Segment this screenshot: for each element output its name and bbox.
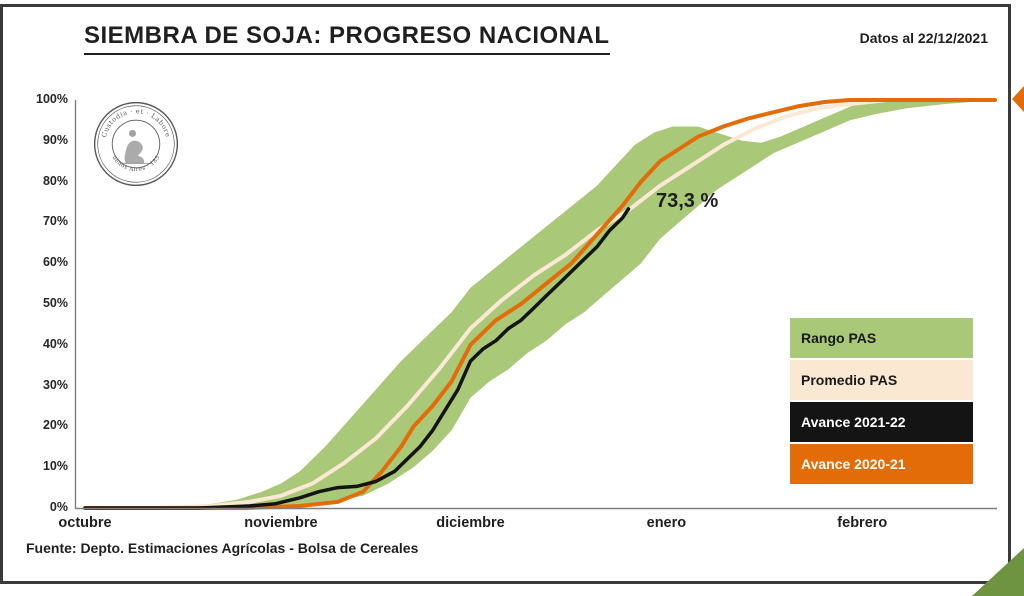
legend-label: Avance 2021-22 (801, 414, 906, 430)
x-tick-label: enero (646, 515, 687, 531)
x-tick-label: diciembre (436, 515, 505, 531)
series-line-avance-2021-22 (83, 207, 631, 510)
legend-item-rango-pas: Rango PAS (790, 318, 973, 358)
y-tick-label: 100% (36, 92, 68, 106)
legend: Rango PAS Promedio PAS Avance 2021-22 Av… (790, 318, 973, 486)
y-tick-label: 70% (42, 214, 68, 229)
edge-accent-decoration (1012, 86, 1024, 112)
y-tick-label: 60% (42, 255, 68, 270)
legend-item-avance-2020-21: Avance 2020-21 (790, 444, 973, 484)
y-tick-label: 0% (49, 500, 68, 514)
data-date-note: Datos al 22/12/2021 (859, 30, 988, 46)
legend-item-promedio-pas: Promedio PAS (790, 360, 973, 400)
y-tick-label: 50% (42, 296, 68, 310)
legend-label: Rango PAS (801, 330, 877, 346)
legend-label: Promedio PAS (801, 372, 898, 388)
y-tick-label: 30% (42, 377, 68, 392)
y-tick-label: 20% (42, 418, 68, 433)
seal-figure-head (128, 129, 136, 137)
legend-label: Avance 2020-21 (801, 456, 906, 472)
legend-item-avance-2021-22: Avance 2021-22 (790, 402, 973, 442)
source-note: Fuente: Depto. Estimaciones Agrícolas - … (26, 540, 419, 556)
seal-outer-ring (93, 101, 179, 187)
x-tick-label: febrero (837, 515, 888, 531)
current-progress-label: 73,3 % (656, 190, 719, 212)
seal-figure-body (124, 140, 145, 164)
y-tick-label: 10% (42, 459, 68, 474)
corner-triangle-decoration (972, 548, 1024, 596)
seal-mid-ring (97, 105, 175, 183)
y-tick-label: 90% (42, 132, 68, 147)
y-tick-label: 40% (42, 336, 68, 351)
seal-inner-ring (111, 119, 161, 169)
y-tick-label: 80% (42, 173, 68, 188)
x-tick-label: octubre (58, 515, 112, 531)
bolsa-de-cereales-seal: Custodia · et · Labore Buenos Aires · 18… (92, 100, 179, 187)
page-title: SIEMBRA DE SOJA: PROGRESO NACIONAL (84, 22, 610, 55)
series-line-promedio-pas (83, 98, 997, 510)
x-tick-label: noviembre (244, 515, 318, 531)
